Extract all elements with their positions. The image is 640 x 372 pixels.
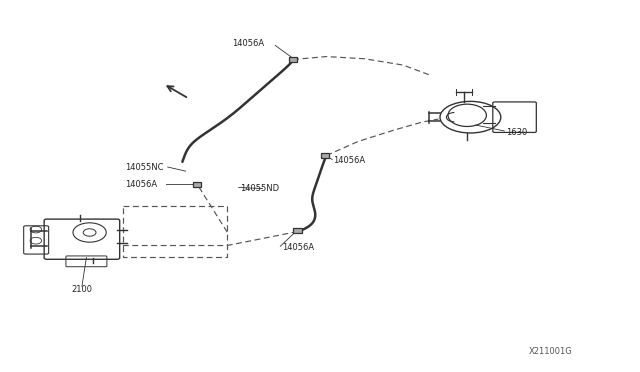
Text: 14055NC: 14055NC	[125, 163, 164, 171]
Bar	[321, 153, 330, 158]
Text: 14056A: 14056A	[282, 243, 314, 252]
Text: 14056A: 14056A	[232, 39, 264, 48]
Text: X211001G: X211001G	[529, 347, 573, 356]
Bar	[289, 57, 298, 62]
Bar	[193, 182, 201, 186]
Text: 14056A: 14056A	[333, 156, 365, 165]
Text: 14055ND: 14055ND	[240, 184, 279, 193]
Text: 14056A: 14056A	[125, 180, 157, 189]
Text: 1630: 1630	[506, 128, 527, 137]
Text: 2100: 2100	[72, 285, 92, 294]
Bar	[293, 228, 302, 233]
